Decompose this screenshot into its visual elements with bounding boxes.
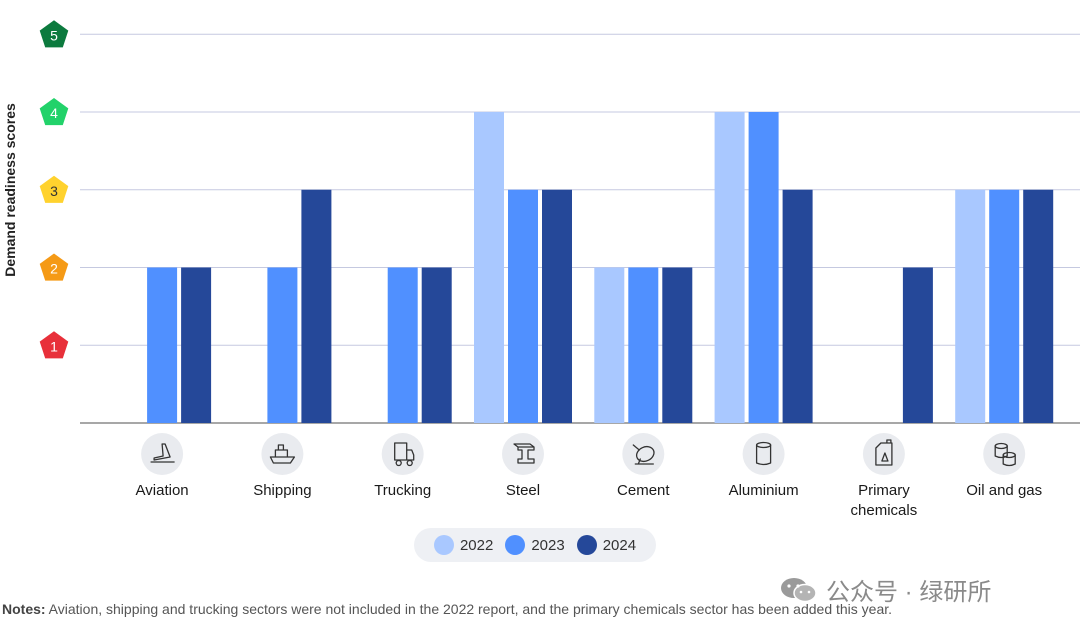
bar-oil-and-gas-2022	[955, 189, 986, 423]
y-tick-label-5: 5	[50, 27, 58, 43]
x-tick-label-aviation: Aviation	[136, 482, 189, 499]
legend-label-2024: 2024	[602, 536, 637, 554]
chart-notes: Notes: Aviation, shipping and trucking s…	[2, 601, 892, 617]
bar-cement-2022	[594, 267, 625, 423]
legend-item-2022[interactable]: 2022	[433, 535, 494, 555]
y-tick-badge-5	[39, 20, 69, 48]
y-tick-badge-1	[39, 331, 69, 359]
bar-cement-2024	[662, 267, 693, 423]
bar-primary-chemicals-2024	[902, 267, 933, 423]
x-tick-label-trucking: Trucking	[374, 482, 431, 499]
bar-aviation-2023	[147, 267, 178, 423]
cement-mixer-icon-glyph	[632, 444, 654, 465]
wechat-icon	[781, 577, 817, 602]
bar-aluminium-2024	[782, 189, 813, 423]
bar-aluminium-2023	[748, 112, 779, 423]
bar-aluminium-2022	[714, 112, 745, 423]
bar-oil-and-gas-2024	[1023, 189, 1054, 423]
bar-trucking-2023	[387, 267, 418, 423]
y-tick-label-4: 4	[50, 105, 58, 121]
airplane-icon-glyph	[150, 443, 175, 463]
x-tick-label-cement: Cement	[617, 482, 670, 499]
y-tick-badge-2	[39, 253, 69, 281]
x-tick-label-oil-and-gas: Oil and gas	[966, 482, 1042, 499]
x-tick-label-steel: Steel	[506, 482, 540, 499]
watermark: 公众号 · 绿研所	[780, 572, 991, 607]
y-axis-label: Demand readiness scores	[2, 103, 18, 277]
notes-text: Aviation, shipping and trucking sectors …	[45, 601, 893, 617]
cement-mixer-icon	[622, 433, 665, 475]
ship-icon-glyph	[269, 444, 296, 464]
chemical-canister-icon-glyph	[875, 439, 893, 466]
bar-oil-and-gas-2023	[989, 189, 1020, 423]
legend-swatch-2022	[433, 535, 454, 555]
x-tick-label-primary-chemicals-2: chemicals	[851, 502, 918, 519]
legend-swatch-2023	[505, 535, 526, 555]
x-tick-label-primary-chemicals-1: Primary	[858, 482, 910, 499]
steel-beam-icon	[502, 433, 544, 475]
chart-area: 1 2 3 4 5 Aviation Shipping Trucking Steel Cement…	[39, 20, 1080, 519]
steel-beam-icon-glyph	[513, 443, 535, 464]
bar-cement-2023	[628, 267, 659, 423]
oil-barrel-icon-glyph	[1002, 454, 1016, 467]
x-tick-label-shipping: Shipping	[253, 482, 311, 499]
legend: 2022 2023 2024	[414, 528, 656, 562]
truck-icon-glyph	[406, 459, 413, 467]
legend-swatch-2024	[576, 535, 597, 555]
oil-barrel-icon-glyph	[994, 445, 1008, 459]
legend-item-2023[interactable]: 2023	[505, 535, 565, 555]
truck-icon-glyph	[394, 442, 415, 461]
airplane-icon	[141, 433, 184, 475]
truck-icon-glyph	[395, 459, 402, 467]
bar-steel-2024	[542, 189, 572, 423]
bar-shipping-2024	[301, 189, 332, 423]
aluminium-can-icon	[742, 433, 785, 475]
bar-trucking-2024	[421, 267, 452, 423]
y-tick-label-1: 1	[50, 338, 58, 354]
notes-prefix: Notes:	[2, 601, 46, 617]
legend-label-2022: 2022	[459, 536, 494, 554]
aluminium-can-icon-glyph	[755, 444, 772, 466]
bar-steel-2022	[474, 112, 504, 423]
bar-steel-2023	[508, 189, 538, 423]
legend-label-2023: 2023	[531, 536, 565, 554]
x-tick-label-aluminium: Aluminium	[729, 482, 799, 499]
bar-aviation-2024	[181, 267, 212, 423]
y-tick-label-3: 3	[50, 183, 58, 199]
ship-icon	[261, 433, 304, 475]
y-tick-badge-3	[39, 175, 69, 203]
truck-icon	[381, 433, 424, 475]
watermark-text: 公众号 · 绿研所	[826, 579, 992, 606]
y-tick-badge-4	[39, 98, 69, 126]
legend-item-2024[interactable]: 2024	[576, 535, 637, 555]
cement-mixer-icon-glyph	[635, 445, 655, 463]
y-tick-label-2: 2	[50, 261, 58, 277]
bar-shipping-2023	[267, 267, 298, 423]
